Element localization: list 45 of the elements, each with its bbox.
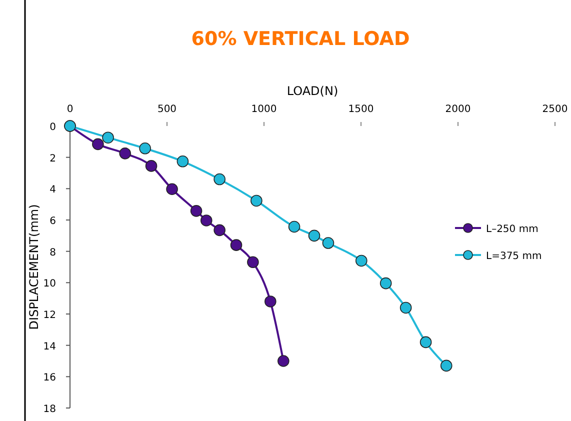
- x-tick-label: 500: [157, 104, 177, 115]
- y-tick-label: 4: [50, 184, 56, 196]
- chart-title: 60% VERTICAL LOAD: [191, 28, 410, 50]
- point: [250, 194, 262, 207]
- y-tick-label: 14: [43, 341, 56, 352]
- x-tick-label: 1000: [251, 104, 277, 115]
- y-tick-label: 8: [50, 247, 56, 258]
- y-tick-label: 16: [43, 372, 56, 384]
- y-tick-label: 6: [50, 216, 56, 227]
- point: [278, 355, 290, 367]
- point: [230, 239, 242, 251]
- point: [440, 360, 452, 372]
- point: [214, 173, 226, 186]
- x-tick-label: 1500: [348, 104, 374, 115]
- y-tick-label: 10: [43, 278, 56, 290]
- point: [308, 230, 320, 242]
- y-tick-label: 2: [50, 153, 56, 164]
- point: [355, 254, 368, 267]
- y-tick-label: 12: [43, 310, 56, 321]
- point: [420, 336, 432, 348]
- point: [145, 160, 158, 172]
- x-tick-label: 0: [66, 104, 74, 115]
- point: [190, 205, 202, 217]
- x-tick-label: 2000: [445, 104, 471, 115]
- point: [166, 183, 178, 196]
- legend-label: L=375 mm: [486, 251, 542, 262]
- x-tick-label: 2500: [542, 104, 568, 115]
- x-axis-title: LOAD(N): [286, 84, 338, 98]
- point: [102, 132, 114, 144]
- point: [176, 156, 189, 168]
- point: [322, 237, 334, 249]
- y-tick-label: 0: [50, 122, 56, 133]
- legend-label: L–250 mm: [486, 224, 538, 235]
- point: [400, 302, 412, 314]
- point: [139, 142, 151, 154]
- point: [380, 277, 392, 290]
- point: [264, 296, 276, 308]
- point: [288, 220, 300, 233]
- point: [92, 138, 104, 150]
- y-axis-title: DISPLACEMENT(mm): [27, 204, 41, 330]
- point: [247, 256, 259, 268]
- point: [200, 214, 212, 226]
- point: [214, 224, 226, 236]
- y-tick-label: 18: [43, 404, 56, 415]
- point: [119, 148, 131, 160]
